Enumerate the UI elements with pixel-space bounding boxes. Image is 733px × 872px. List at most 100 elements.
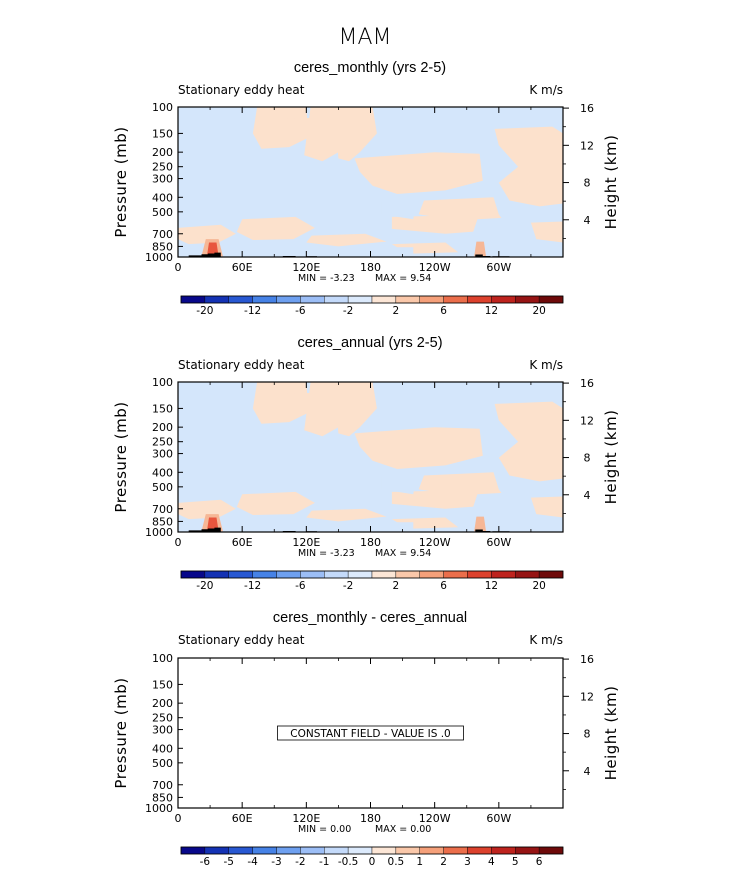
high-value-region (474, 241, 486, 257)
positive-region (418, 197, 499, 220)
colorbar-swatch (491, 570, 516, 579)
colorbar-swatch (538, 295, 564, 304)
colorbar-swatch (515, 295, 540, 304)
constant-field-box (277, 725, 464, 741)
colorbar-swatch (491, 846, 516, 855)
colorbar-swatch (228, 570, 253, 579)
colorbar-label: -5 (224, 856, 234, 868)
colorbar-label: 12 (485, 580, 498, 592)
x-tick-label: 120E (292, 812, 320, 825)
negative-region (381, 202, 416, 220)
colorbar-swatch (443, 295, 468, 304)
negative-region (311, 163, 352, 226)
positive-region (306, 233, 387, 247)
positive-region (236, 216, 315, 240)
height-tick-label: 12 (580, 690, 594, 703)
x-tick-label: 180 (360, 261, 381, 274)
max-label: MAX = 9.54 (375, 548, 431, 559)
units-label: K m/s (529, 358, 563, 372)
colorbar-label: 6 (536, 856, 543, 868)
y-tick-label: 400 (152, 466, 173, 479)
x-tick-label: 60E (232, 812, 253, 825)
x-tick-label: 0 (175, 536, 182, 549)
constant-field-label: CONSTANT FIELD - VALUE IS .0 (290, 728, 450, 740)
colorbar-swatch (180, 570, 206, 579)
colorbar-label: 1 (416, 856, 423, 868)
y-tick-label: 100 (152, 101, 173, 114)
y-tick-label: 300 (152, 448, 173, 461)
y-tick-label: 1000 (145, 526, 173, 539)
positive-region (178, 224, 236, 245)
plot-area (178, 107, 563, 257)
max-label: MAX = 0.00 (375, 824, 431, 835)
high-value-region (474, 516, 486, 532)
y-axis-label-right: Height (km) (602, 135, 620, 230)
panel-title: ceres_annual (yrs 2-5) (297, 335, 442, 351)
colorbar-label: -2 (343, 305, 353, 317)
colorbar-swatch (252, 295, 277, 304)
colorbar-swatch (467, 570, 492, 579)
colorbar-swatch (419, 570, 444, 579)
negative-region (236, 247, 296, 257)
y-tick-label: 700 (152, 503, 173, 516)
height-tick-label: 8 (584, 452, 591, 465)
field-label: Stationary eddy heat (178, 83, 305, 97)
panel-title: ceres_monthly (yrs 2-5) (294, 60, 446, 76)
colorbar-swatch (324, 846, 349, 855)
y-axis-label: Pressure (mb) (112, 401, 130, 512)
colorbar-swatch (371, 846, 397, 855)
x-tick-label: 120W (419, 536, 451, 549)
y-tick-label: 500 (152, 481, 173, 494)
height-tick-label: 16 (580, 102, 594, 115)
colorbar-swatch (371, 295, 397, 304)
height-tick-label: 16 (580, 377, 594, 390)
colorbar-swatch (538, 570, 564, 579)
main-title: MAM (338, 25, 391, 50)
y-tick-label: 200 (152, 421, 173, 434)
y-tick-label: 850 (152, 515, 173, 528)
colorbar-label: -0.5 (338, 856, 359, 868)
x-tick-label: 120E (292, 536, 320, 549)
y-tick-label: 500 (152, 757, 173, 770)
colorbar-frame (180, 570, 564, 579)
y-axis-label: Pressure (mb) (112, 677, 130, 788)
units-label: K m/s (529, 83, 563, 97)
plot-area (178, 382, 563, 532)
colorbar-swatch (300, 846, 325, 855)
orography (188, 252, 221, 257)
panel-title: ceres_monthly - ceres_annual (273, 610, 467, 626)
colorbar-swatch (395, 846, 420, 855)
colorbar-swatch (347, 295, 373, 304)
positive-region (334, 382, 377, 437)
colorbar-swatch (347, 570, 373, 579)
height-tick-label: 12 (580, 139, 594, 152)
negative-region (365, 522, 414, 532)
x-tick-label: 180 (360, 812, 381, 825)
positive-region (530, 496, 563, 518)
y-tick-label: 1000 (145, 802, 173, 815)
min-label: MIN = 0.00 (298, 824, 351, 835)
colorbar-swatch (515, 570, 540, 579)
x-tick-label: 120W (419, 812, 451, 825)
colorbar-label: 12 (485, 305, 498, 317)
colorbar-label: 6 (440, 580, 447, 592)
positive-region (236, 491, 315, 515)
colorbar-label: 0 (369, 856, 376, 868)
x-tick-label: 120E (292, 261, 320, 274)
colorbar-swatch (252, 846, 277, 855)
negative-region (381, 477, 416, 495)
colorbar-swatch (467, 295, 492, 304)
colorbar-label: -1 (319, 856, 329, 868)
colorbar-swatch (204, 295, 229, 304)
colorbar-swatch (276, 846, 301, 855)
height-tick-label: 8 (584, 177, 591, 190)
x-tick-label: 180 (360, 536, 381, 549)
height-tick-label: 8 (584, 728, 591, 741)
colorbar-label: 2 (440, 856, 447, 868)
colorbar-swatch (228, 295, 253, 304)
y-tick-label: 100 (152, 652, 173, 665)
panel-3: ceres_monthly - ceres_annual Stationary e… (112, 610, 620, 868)
plot-area (178, 658, 563, 808)
colorbar-swatch (419, 295, 444, 304)
colorbar-frame (180, 295, 564, 304)
